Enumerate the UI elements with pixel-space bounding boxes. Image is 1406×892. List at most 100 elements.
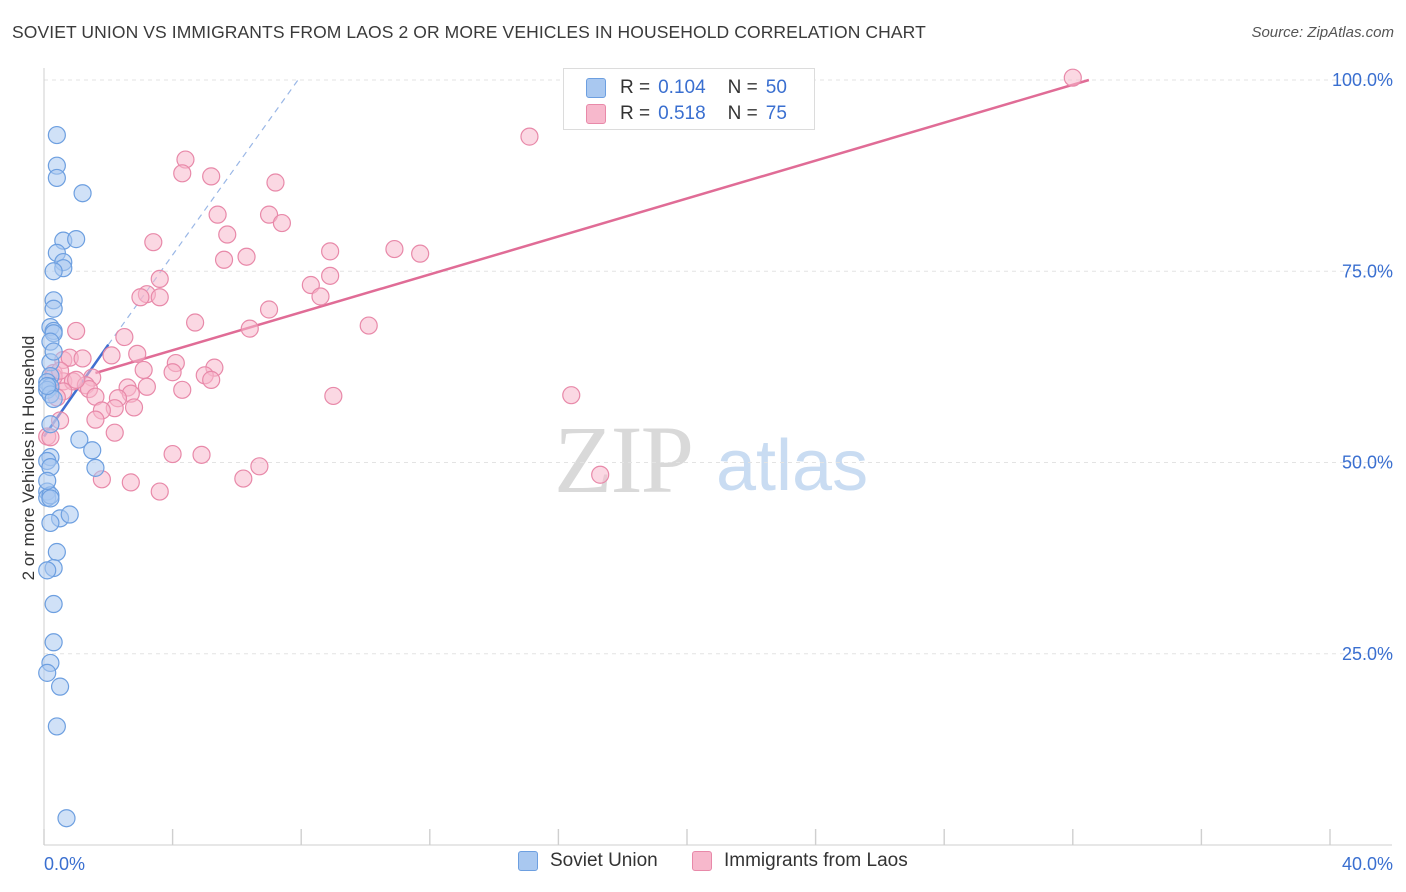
data-point-soviet-union bbox=[83, 441, 102, 460]
data-point-soviet-union bbox=[44, 299, 63, 318]
data-point-immigrants-from-laos bbox=[259, 205, 279, 224]
data-point-immigrants-from-laos bbox=[237, 247, 256, 266]
stats-n-label: N = bbox=[727, 103, 758, 124]
data-point-immigrants-from-laos bbox=[150, 269, 169, 288]
data-point-immigrants-from-laos bbox=[591, 465, 610, 484]
legend-label-immigrants-from-laos: Immigrants from Laos bbox=[724, 850, 908, 871]
data-point-immigrants-from-laos bbox=[150, 482, 169, 501]
y-tick-label: 25.0% bbox=[1342, 644, 1393, 664]
data-point-immigrants-from-laos bbox=[192, 445, 211, 464]
data-point-soviet-union bbox=[41, 415, 60, 434]
data-point-immigrants-from-laos bbox=[173, 380, 192, 399]
data-point-soviet-union bbox=[44, 262, 63, 281]
data-point-immigrants-from-laos bbox=[208, 205, 227, 224]
legend-item-soviet-union[interactable]: Soviet Union bbox=[518, 850, 658, 872]
data-point-soviet-union bbox=[38, 471, 57, 490]
data-point-soviet-union bbox=[50, 677, 70, 696]
data-point-immigrants-from-laos bbox=[324, 386, 343, 406]
data-point-immigrants-from-laos bbox=[1063, 68, 1082, 87]
data-point-soviet-union bbox=[44, 594, 63, 614]
data-point-immigrants-from-laos bbox=[105, 423, 124, 442]
data-point-soviet-union bbox=[41, 489, 60, 508]
source-label: Source: ZipAtlas.com bbox=[1251, 24, 1394, 41]
stats-row-soviet-union: R = 0.104 N = 50 bbox=[586, 77, 787, 99]
data-point-soviet-union bbox=[47, 542, 66, 562]
data-point-immigrants-from-laos bbox=[115, 327, 134, 347]
legend-label-soviet-union: Soviet Union bbox=[550, 850, 658, 871]
data-point-immigrants-from-laos bbox=[134, 360, 153, 380]
data-point-immigrants-from-laos bbox=[150, 288, 169, 307]
data-point-immigrants-from-laos bbox=[131, 288, 150, 307]
stats-r-label: R = bbox=[620, 103, 651, 124]
data-point-soviet-union bbox=[70, 430, 89, 449]
data-point-immigrants-from-laos bbox=[311, 287, 330, 306]
data-point-immigrants-from-laos bbox=[144, 233, 163, 252]
data-point-immigrants-from-laos bbox=[67, 370, 86, 389]
legend-swatch-blue bbox=[518, 851, 538, 871]
data-point-soviet-union bbox=[47, 717, 66, 736]
grid-lines bbox=[44, 79, 1392, 655]
data-point-immigrants-from-laos bbox=[163, 444, 182, 464]
data-point-immigrants-from-laos bbox=[128, 344, 147, 363]
y-tick-label: 75.0% bbox=[1342, 261, 1393, 281]
data-point-soviet-union bbox=[73, 184, 92, 203]
chart-title: SOVIET UNION VS IMMIGRANTS FROM LAOS 2 O… bbox=[12, 22, 926, 42]
series-immigrants-from-laos bbox=[38, 68, 1082, 501]
data-point-soviet-union bbox=[38, 663, 57, 682]
x-tick-labels: 0.0% 40.0% bbox=[44, 854, 1393, 874]
x-tick-label: 40.0% bbox=[1342, 854, 1393, 874]
legend-item-immigrants-from-laos[interactable]: Immigrants from Laos bbox=[692, 850, 908, 872]
watermark-zip: ZIP bbox=[554, 406, 692, 513]
data-point-immigrants-from-laos bbox=[73, 349, 92, 368]
data-point-soviet-union bbox=[38, 376, 57, 396]
legend-swatch-pink bbox=[692, 851, 712, 871]
y-axis-label: 2 or more Vehicles in Household bbox=[19, 336, 38, 581]
data-point-immigrants-from-laos bbox=[266, 173, 285, 192]
stats-n-value: 75 bbox=[765, 103, 787, 124]
legend: Soviet Union Immigrants from Laos bbox=[0, 850, 1406, 880]
trend-line-immigrants-from-laos bbox=[95, 78, 1090, 375]
data-point-immigrants-from-laos bbox=[250, 457, 269, 476]
stats-n-value: 50 bbox=[765, 77, 787, 98]
data-point-soviet-union bbox=[57, 809, 76, 828]
stats-n-label: N = bbox=[727, 77, 758, 98]
data-point-soviet-union bbox=[44, 342, 63, 361]
stats-swatch-blue bbox=[586, 78, 606, 98]
y-tick-label: 100.0% bbox=[1332, 70, 1393, 90]
data-point-immigrants-from-laos bbox=[202, 167, 221, 186]
data-point-soviet-union bbox=[38, 561, 57, 580]
data-point-immigrants-from-laos bbox=[218, 225, 237, 244]
data-point-immigrants-from-laos bbox=[385, 239, 404, 259]
data-point-immigrants-from-laos bbox=[272, 213, 292, 233]
stats-legend: R = 0.104 N = 50 R = 0.518 N = 75 bbox=[563, 68, 815, 130]
data-point-immigrants-from-laos bbox=[186, 313, 205, 332]
data-point-immigrants-from-laos bbox=[234, 469, 253, 488]
data-point-immigrants-from-laos bbox=[259, 300, 279, 319]
y-tick-labels: 100.0% 75.0% 50.0% 25.0% bbox=[1332, 70, 1393, 664]
data-point-immigrants-from-laos bbox=[359, 316, 378, 335]
watermark-atlas: atlas bbox=[716, 426, 868, 506]
data-point-immigrants-from-laos bbox=[121, 473, 140, 492]
data-point-soviet-union bbox=[47, 125, 66, 145]
data-point-immigrants-from-laos bbox=[202, 370, 221, 389]
data-point-soviet-union bbox=[47, 168, 66, 188]
data-point-immigrants-from-laos bbox=[67, 321, 86, 341]
data-point-immigrants-from-laos bbox=[411, 244, 430, 263]
data-point-soviet-union bbox=[67, 230, 86, 249]
stats-r-label: R = bbox=[620, 77, 651, 98]
stats-r-value: 0.518 bbox=[658, 103, 706, 124]
data-point-immigrants-from-laos bbox=[173, 164, 192, 183]
data-point-immigrants-from-laos bbox=[321, 266, 340, 285]
data-point-immigrants-from-laos bbox=[163, 363, 182, 382]
stats-r-value: 0.104 bbox=[658, 77, 706, 98]
data-point-immigrants-from-laos bbox=[124, 398, 144, 417]
data-point-soviet-union bbox=[41, 513, 60, 533]
stats-swatch-pink bbox=[586, 104, 606, 124]
stats-row-immigrants-from-laos: R = 0.518 N = 75 bbox=[586, 103, 787, 125]
data-point-immigrants-from-laos bbox=[86, 410, 105, 429]
series-soviet-union bbox=[38, 125, 105, 828]
data-point-immigrants-from-laos bbox=[137, 377, 156, 396]
data-point-immigrants-from-laos bbox=[240, 319, 259, 338]
data-point-immigrants-from-laos bbox=[214, 250, 234, 269]
